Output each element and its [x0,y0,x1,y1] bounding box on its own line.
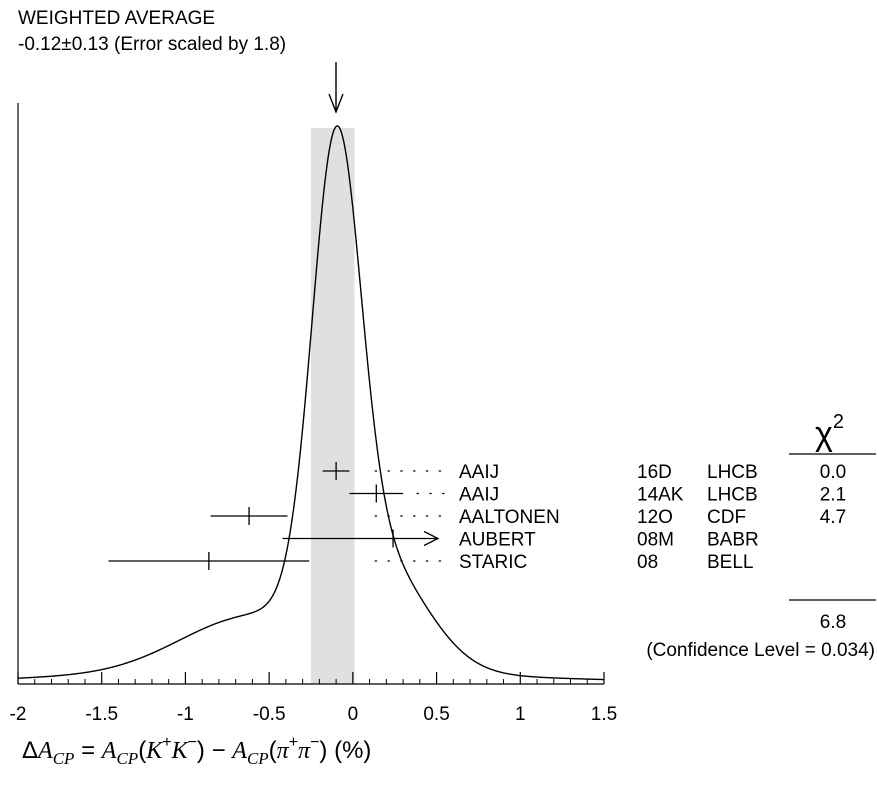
measurement-experiment: BABR [707,530,759,551]
measurement-author: AAIJ [459,462,499,483]
x-tick-label: -1 [177,704,194,725]
measurement-row: AAIJ 16D LHCB 0.0 [322,462,846,483]
measurement-row: AALTONEN 12O CDF 4.7 [210,507,846,528]
x-tick-label: 1.5 [591,704,617,725]
x-tick-label: 1 [515,704,526,725]
x-tick-label: -1.5 [85,704,118,725]
measurement-author: AALTONEN [459,507,560,528]
confidence-level: (Confidence Level = 0.034) [646,640,875,661]
measurement-ref: 08M [637,530,674,551]
measurement-row: AAIJ 14AK LHCB 2.1 [349,484,846,506]
weighted-average-arrow [328,62,344,114]
measurement-chi2: 4.7 [820,507,846,528]
chart-subtitle: -0.12±0.13 (Error scaled by 1.8) [18,34,286,55]
measurement-experiment: CDF [707,507,746,528]
measurement-ref: 12O [637,507,673,528]
x-tick-label: -0.5 [253,704,286,725]
measurement-author: AUBERT [459,530,536,551]
measurement-author: AAIJ [459,485,499,506]
measurement-experiment: LHCB [707,485,758,506]
x-axis-label: ΔACP = ACP(K+K−) − ACP(π+π−) (%) [22,734,371,768]
measurement-experiment: LHCB [707,462,758,483]
measurement-experiment: BELL [707,552,753,573]
x-axis-ticks [17,672,605,684]
measurement-chi2: 2.1 [820,485,846,506]
measurement-chi2: 0.0 [820,462,846,483]
measurement-ref: 14AK [637,485,684,506]
measurement-row: STARIC 08 BELL [108,552,753,573]
overflow-arrow [423,530,440,547]
measurements: AAIJ 16D LHCB 0.0 AAIJ 14AK LHCB 2.1 AALTONEN 12O… [108,462,846,573]
weighted-average-band [311,128,355,684]
x-tick-label: 0.5 [423,704,449,725]
chi2-header-exponent: 2 [833,411,844,433]
measurement-row: AUBERT 08M BABR [282,529,759,551]
measurement-author: STARIC [459,552,527,573]
ideogram-curve [17,125,605,681]
measurement-ref: 16D [637,462,672,483]
chi2-header: χ2 [815,411,844,453]
measurement-ref: 08 [637,552,658,573]
x-tick-label: 0 [348,704,359,725]
x-axis-tick-labels: -2 -1.5 -1 -0.5 0 0.5 1 1.5 [10,704,618,725]
chi2-total: 6.8 [820,612,846,633]
chart-title: WEIGHTED AVERAGE [18,8,215,29]
x-tick-label: -2 [10,704,27,725]
